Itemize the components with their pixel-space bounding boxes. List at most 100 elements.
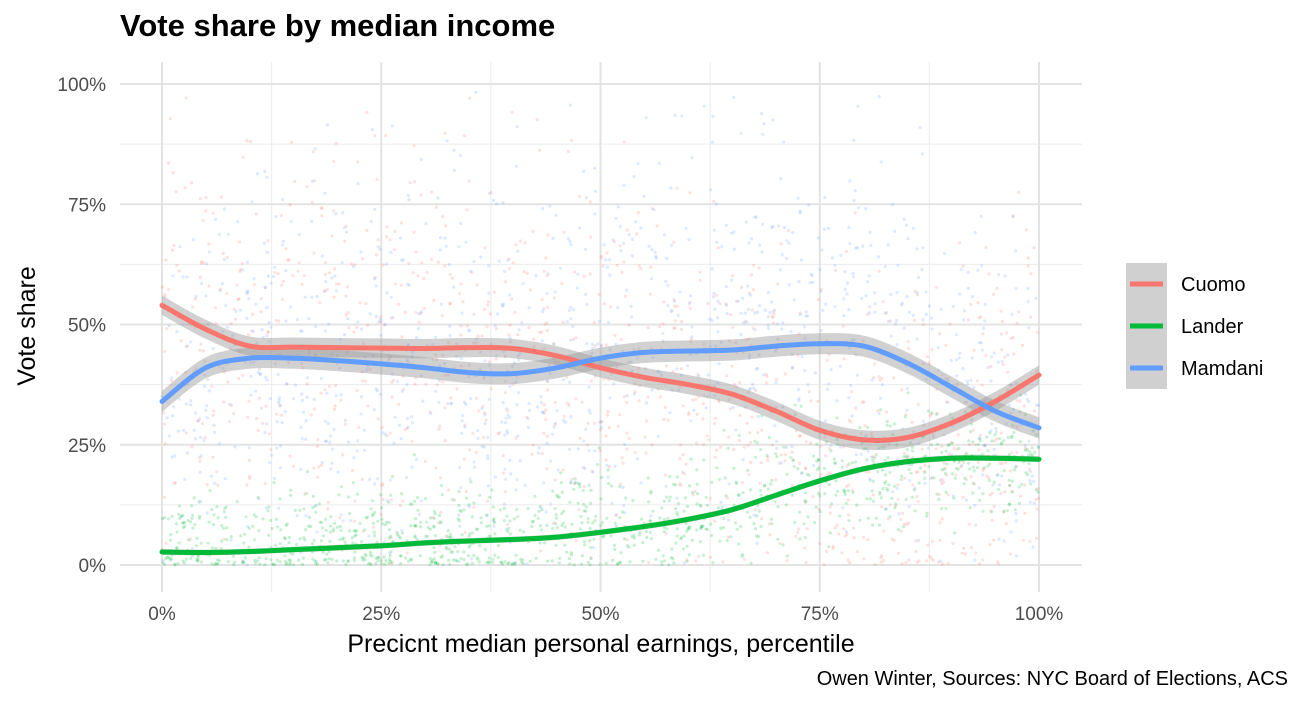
scatter-point-mamdani (619, 249, 623, 253)
scatter-point-mamdani (444, 244, 448, 248)
scatter-point-cuomo (578, 194, 582, 199)
scatter-point-lander (705, 527, 709, 532)
scatter-point-lander (976, 442, 980, 447)
scatter-point-cuomo (714, 293, 718, 297)
scatter-point-lander (972, 482, 976, 486)
scatter-point-mamdani (608, 396, 612, 400)
scatter-point-lander (748, 515, 752, 519)
scatter-point-cuomo (884, 410, 889, 414)
scatter-point-cuomo (1029, 272, 1033, 276)
scatter-point-cuomo (907, 521, 911, 525)
scatter-point-cuomo (618, 244, 622, 248)
scatter-point-lander (538, 524, 543, 528)
scatter-point-lander (439, 555, 443, 560)
scatter-point-lander (353, 528, 357, 533)
scatter-point-lander (438, 520, 442, 524)
scatter-point-lander (851, 490, 855, 494)
scatter-point-mamdani (710, 318, 714, 322)
scatter-point-lander (912, 488, 916, 492)
scatter-point-mamdani (534, 274, 538, 278)
scatter-point-mamdani (459, 357, 463, 361)
scatter-point-cuomo (989, 364, 993, 368)
scatter-point-mamdani (622, 503, 626, 507)
scatter-point-cuomo (941, 480, 946, 484)
scatter-point-mamdani (690, 325, 694, 329)
scatter-point-lander (279, 528, 283, 532)
scatter-point-mamdani (300, 437, 304, 441)
scatter-point-mamdani (753, 215, 757, 219)
scatter-point-mamdani (938, 478, 943, 483)
scatter-point-cuomo (679, 385, 683, 389)
scatter-point-mamdani (590, 346, 595, 350)
scatter-point-lander (177, 512, 181, 517)
scatter-point-cuomo (901, 511, 905, 515)
scatter-point-cuomo (164, 258, 168, 262)
scatter-point-cuomo (880, 376, 884, 381)
scatter-point-lander (195, 558, 199, 562)
scatter-point-lander (284, 562, 288, 567)
scatter-point-mamdani (160, 395, 164, 399)
scatter-point-lander (997, 437, 1002, 441)
scatter-point-cuomo (657, 325, 662, 329)
scatter-point-cuomo (222, 400, 226, 404)
scatter-point-cuomo (778, 541, 782, 546)
scatter-point-mamdani (359, 412, 363, 416)
scatter-point-lander (883, 473, 888, 477)
scatter-point-lander (580, 554, 585, 558)
scatter-point-cuomo (323, 388, 327, 392)
scatter-point-lander (718, 539, 722, 543)
scatter-point-mamdani (1014, 286, 1018, 291)
scatter-points (160, 90, 1041, 567)
scatter-point-lander (352, 559, 357, 563)
scatter-point-mamdani (505, 431, 510, 435)
scatter-point-mamdani (1023, 392, 1028, 396)
scatter-point-mamdani (1011, 407, 1016, 411)
scatter-point-cuomo (803, 466, 808, 470)
scatter-point-mamdani (887, 319, 891, 323)
scatter-point-mamdani (310, 295, 314, 299)
scatter-point-cuomo (662, 417, 666, 422)
scatter-point-lander (490, 488, 494, 492)
scatter-point-cuomo (804, 561, 808, 565)
scatter-point-lander (303, 538, 307, 542)
scatter-point-mamdani (675, 496, 679, 500)
scatter-point-cuomo (673, 326, 677, 330)
scatter-point-mamdani (385, 262, 389, 266)
scatter-point-mamdani (270, 453, 274, 457)
scatter-point-lander (291, 563, 295, 567)
scatter-point-cuomo (557, 361, 561, 365)
scatter-point-mamdani (911, 313, 915, 317)
scatter-point-cuomo (503, 490, 507, 494)
scatter-point-lander (832, 457, 837, 461)
scatter-point-lander (670, 547, 674, 551)
scatter-point-mamdani (868, 478, 872, 482)
scatter-point-cuomo (638, 384, 642, 388)
scatter-point-cuomo (948, 322, 952, 326)
scatter-point-mamdani (954, 333, 958, 337)
scatter-point-lander (690, 490, 695, 495)
scatter-point-lander (379, 506, 383, 510)
scatter-point-mamdani (284, 269, 288, 273)
scatter-point-cuomo (824, 454, 828, 458)
scatter-point-cuomo (197, 456, 202, 460)
scatter-point-cuomo (201, 349, 205, 353)
scatter-point-lander (472, 501, 476, 505)
scatter-point-cuomo (743, 320, 747, 324)
scatter-point-cuomo (834, 268, 838, 272)
scatter-point-mamdani (841, 506, 845, 510)
scatter-point-mamdani (516, 354, 520, 358)
scatter-point-lander (390, 474, 394, 478)
scatter-point-cuomo (971, 481, 975, 486)
scatter-point-lander (239, 534, 243, 538)
scatter-point-mamdani (362, 448, 367, 452)
scatter-point-cuomo (819, 444, 823, 448)
scatter-point-lander (824, 440, 829, 444)
scatter-point-lander (704, 495, 708, 499)
scatter-point-mamdani (716, 316, 720, 320)
scatter-point-mamdani (261, 335, 265, 339)
scatter-point-cuomo (165, 327, 169, 331)
scatter-point-mamdani (217, 442, 221, 446)
scatter-point-cuomo (200, 421, 205, 426)
scatter-point-cuomo (745, 421, 749, 425)
scatter-point-cuomo (837, 532, 841, 536)
